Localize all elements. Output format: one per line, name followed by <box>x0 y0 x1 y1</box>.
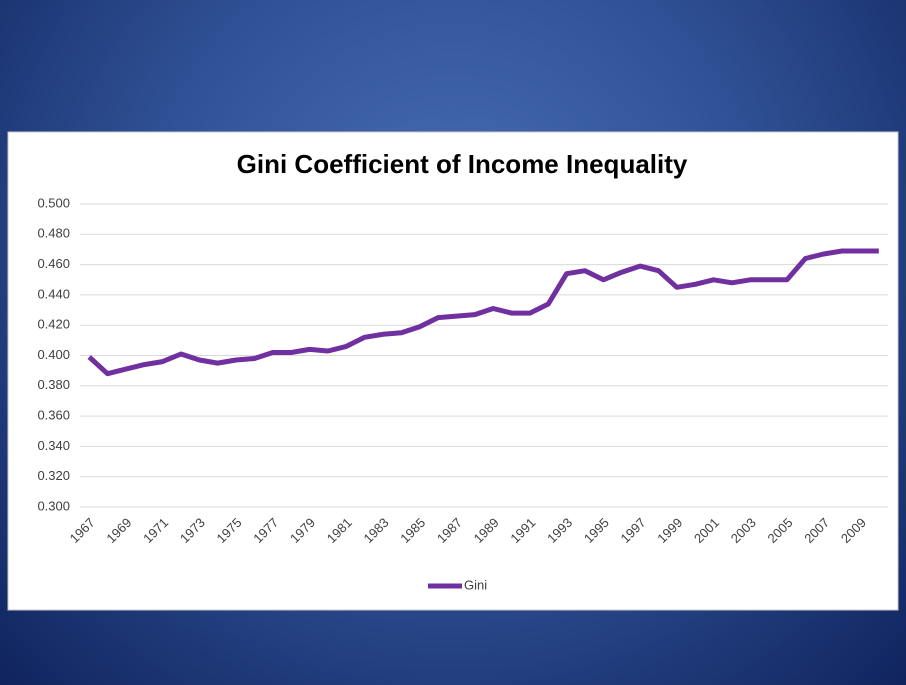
chart-title: Gini Coefficient of Income Inequality <box>237 149 688 179</box>
y-tick-label: 0.340 <box>37 438 70 453</box>
y-tick-label: 0.360 <box>37 408 70 423</box>
chart-panel <box>7 131 899 611</box>
data-line <box>87 248 879 377</box>
y-tick-label: 0.460 <box>37 256 70 271</box>
y-tick-label: 0.380 <box>37 377 70 392</box>
y-tick-label: 0.500 <box>37 195 70 210</box>
y-tick-label: 0.300 <box>37 498 70 513</box>
y-tick-label: 0.400 <box>37 347 70 362</box>
y-tick-label: 0.440 <box>37 286 70 301</box>
y-tick-label: 0.480 <box>37 226 70 241</box>
y-tick-label: 0.320 <box>37 468 70 483</box>
y-tick-label: 0.420 <box>37 317 70 332</box>
legend-label: Gini <box>464 577 487 592</box>
